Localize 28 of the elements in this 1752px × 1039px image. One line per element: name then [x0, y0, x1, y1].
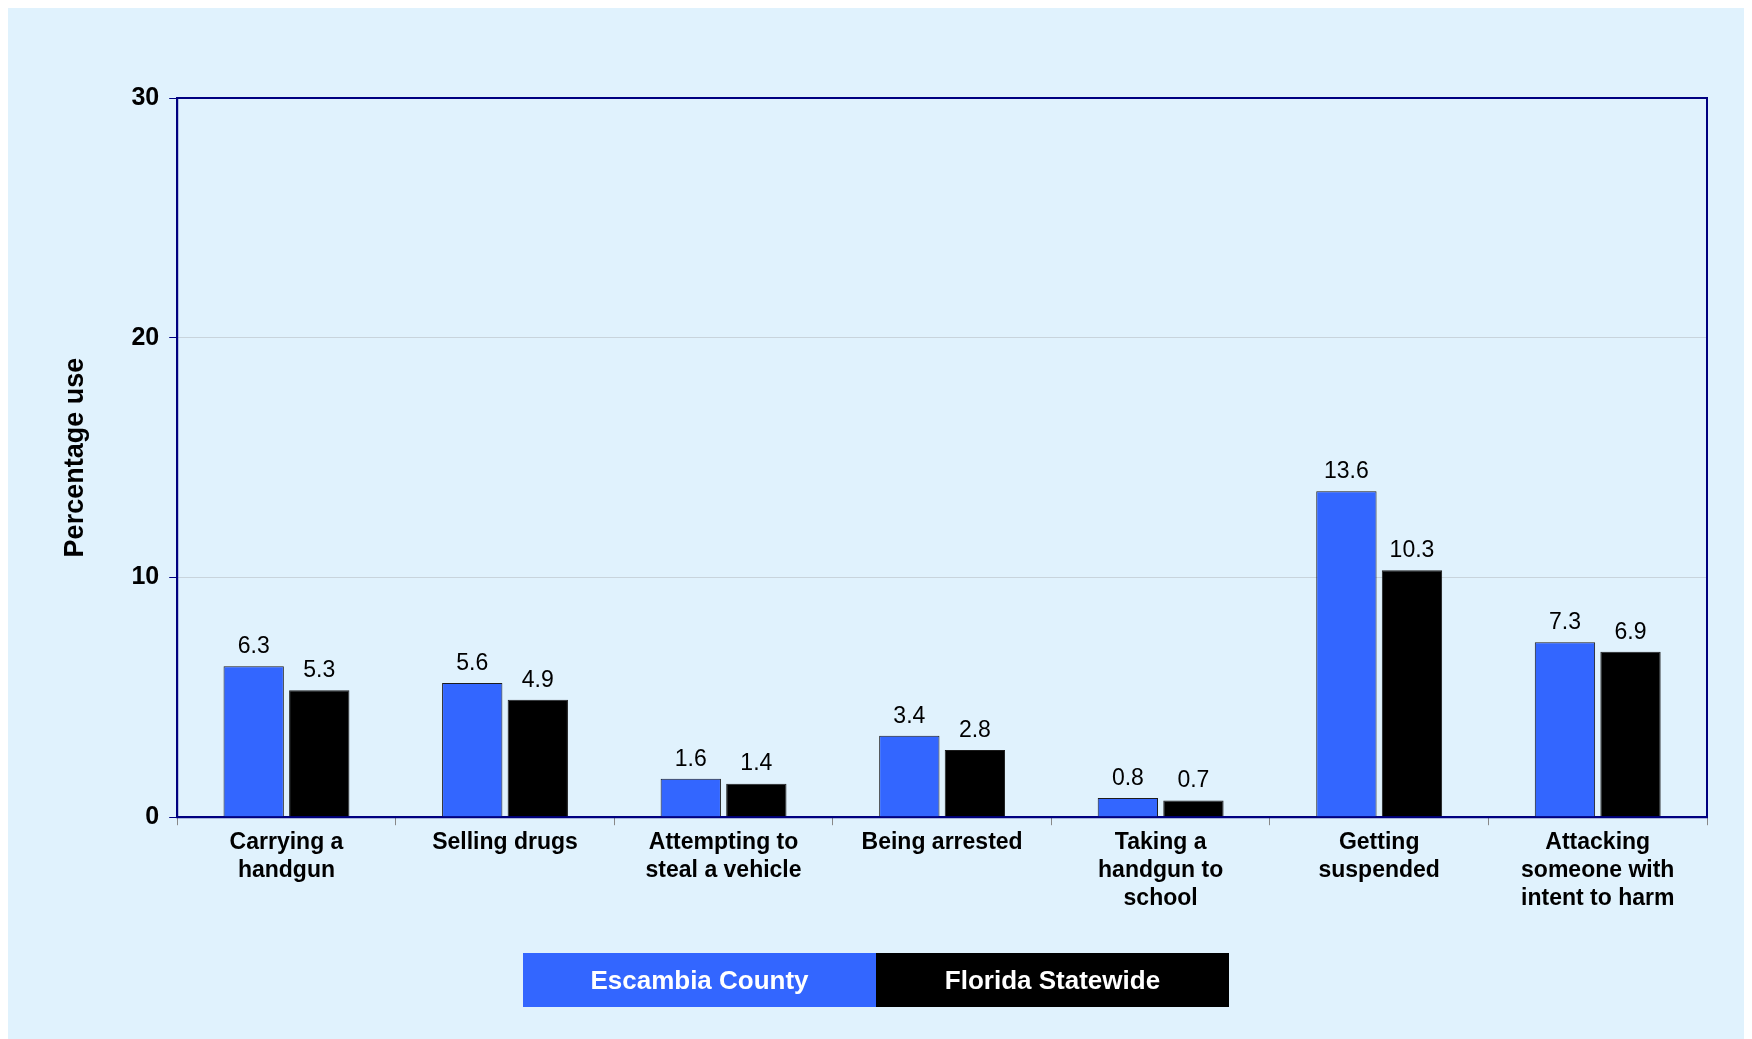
text: Escambia County — [523, 953, 876, 1007]
x-tick-label: Being arrested — [861, 828, 1023, 855]
data-label: 0.8 — [1111, 763, 1144, 790]
data-label: 6.9 — [1614, 617, 1647, 644]
data-label: 10.3 — [1389, 536, 1435, 563]
x-tick-label: Taking a handgun to school — [1098, 828, 1224, 910]
data-label: 5.6 — [456, 648, 489, 675]
x-tick-label: Carrying a handgun — [229, 828, 344, 882]
data-label: 2.8 — [958, 715, 991, 742]
data-label: 0.7 — [1177, 766, 1210, 793]
x-tick-label: Selling drugs — [432, 828, 578, 855]
y-tick-label: 30 — [131, 81, 160, 110]
data-label: 6.3 — [237, 632, 270, 659]
x-tick-label: Attempting to steal a vehicle — [645, 828, 802, 882]
data-label: 1.6 — [674, 744, 707, 771]
x-tick-label: Attacking someone with intent to harm — [1521, 828, 1675, 910]
data-label: 5.3 — [303, 655, 336, 682]
y-tick-label: 0 — [145, 801, 160, 830]
y-tick-label: 10 — [131, 561, 160, 590]
data-label: 3.4 — [893, 701, 926, 728]
text: Florida Statewide — [876, 953, 1229, 1007]
y-axis-title: Percentage use — [58, 357, 89, 558]
data-label: 1.4 — [740, 749, 773, 776]
data-label: 4.9 — [521, 665, 554, 692]
y-tick-label: 20 — [131, 321, 160, 350]
data-label: 7.3 — [1548, 608, 1581, 635]
x-tick-label: Getting suspended — [1318, 828, 1440, 882]
data-label: 13.6 — [1324, 457, 1369, 484]
